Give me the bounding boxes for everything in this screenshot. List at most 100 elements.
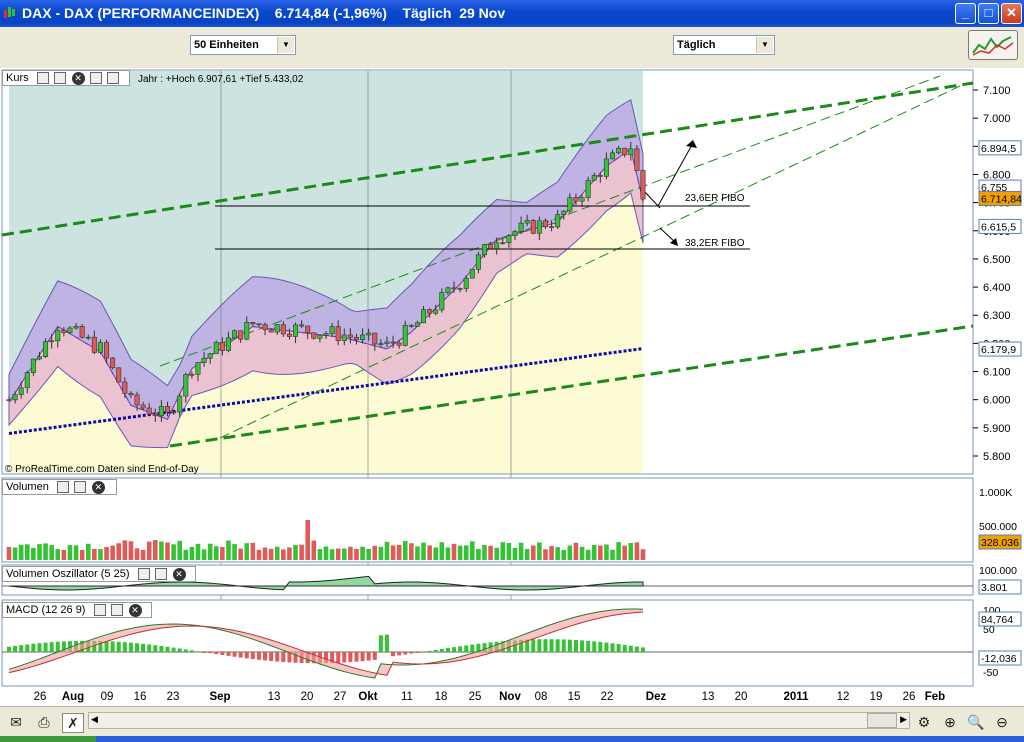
- macd-histogram-bar: [232, 652, 237, 657]
- y-tick-label: 6.300: [983, 310, 1011, 322]
- candle-body: [85, 336, 91, 339]
- zoom-in-icon[interactable]: 🔍: [967, 714, 985, 730]
- macd-histogram-bar: [586, 640, 591, 652]
- price-tag-last: 6.714,84: [981, 193, 1022, 205]
- candle-body: [603, 158, 609, 177]
- period-select[interactable]: Täglich ▼: [673, 35, 775, 55]
- macd-histogram-bar: [177, 648, 182, 652]
- zoom-fit-icon[interactable]: ⊕: [944, 714, 956, 730]
- cross-tool-icon[interactable]: ✗: [62, 713, 84, 733]
- candle-body: [293, 324, 299, 337]
- close-button[interactable]: ✕: [1001, 3, 1022, 24]
- macd-histogram-bar: [159, 645, 164, 652]
- down-arrow-icon[interactable]: [106, 72, 119, 85]
- close-icon[interactable]: ✕: [128, 603, 142, 617]
- volume-bar: [433, 547, 439, 560]
- chart-tools-button[interactable]: [968, 30, 1018, 60]
- volume-bar: [159, 541, 164, 560]
- chart-settings-icon[interactable]: ⚙: [917, 714, 931, 730]
- scroll-left-icon[interactable]: ◀: [91, 714, 98, 724]
- candle-body: [530, 220, 536, 234]
- macd-histogram-bar: [628, 645, 633, 652]
- macd-histogram-bar: [116, 641, 121, 652]
- y-tick-label: 5.900: [983, 423, 1011, 435]
- macd-histogram-bar: [464, 645, 469, 652]
- candle-body: [384, 341, 390, 344]
- price-tag-ma-box: [978, 341, 1022, 357]
- macd-tag-upper: 84,764: [981, 614, 1013, 626]
- start-button[interactable]: [0, 736, 96, 742]
- candle-body: [433, 309, 439, 314]
- scroll-thumb[interactable]: [867, 713, 897, 728]
- candle-body: [451, 287, 457, 290]
- wrench-icon[interactable]: [137, 568, 150, 581]
- candle-body: [628, 148, 634, 156]
- macd-histogram-bar: [421, 651, 426, 653]
- volume-bar: [518, 542, 524, 560]
- macd-panel-header: MACD (12 26 9) ✕: [2, 602, 152, 618]
- volume-bar: [92, 549, 97, 560]
- wrench-icon[interactable]: [56, 481, 69, 494]
- window-title: DAX - DAX (PERFORMANCEINDEX) 6.714,84 (-…: [22, 5, 506, 21]
- x-tick-label: 13: [268, 691, 281, 703]
- candle-body: [256, 323, 262, 326]
- macd-histogram-bar: [531, 639, 536, 652]
- candle-body: [244, 322, 250, 340]
- volume-bar: [372, 545, 378, 560]
- y-tick-label: 6.000: [983, 395, 1011, 407]
- candle-body: [116, 367, 122, 383]
- mail-icon[interactable]: ✉: [10, 714, 22, 730]
- macd-histogram-bar: [195, 651, 200, 653]
- candle-body: [67, 327, 73, 333]
- close-icon[interactable]: ✕: [172, 567, 186, 581]
- volume-bar: [439, 542, 445, 560]
- minimize-button[interactable]: _: [955, 3, 976, 24]
- up-arrow-icon[interactable]: [89, 72, 102, 85]
- macd-histogram-bar: [128, 642, 133, 652]
- print-icon[interactable]: ⎙: [38, 714, 50, 730]
- macd-histogram-bar: [561, 639, 566, 652]
- volume-bar: [79, 549, 85, 560]
- scroll-right-icon[interactable]: ▶: [900, 714, 907, 724]
- window-icon[interactable]: [110, 604, 123, 617]
- x-tick-label: 08: [535, 691, 548, 703]
- volume-bar: [482, 545, 487, 560]
- window-icon[interactable]: [154, 568, 167, 581]
- close-icon[interactable]: ✕: [91, 480, 105, 494]
- candle-body: [274, 324, 280, 333]
- close-icon[interactable]: ✕: [71, 71, 85, 85]
- macd-histogram-bar: [555, 639, 560, 652]
- volume-bar: [354, 548, 359, 560]
- zoom-out-icon[interactable]: ⊖: [996, 714, 1008, 730]
- macd-histogram-bar: [482, 643, 487, 652]
- wrench-icon[interactable]: [36, 72, 49, 85]
- window-icon[interactable]: [53, 72, 66, 85]
- volume-bar: [305, 520, 311, 560]
- candle-body: [512, 231, 518, 236]
- x-tick-label: 20: [735, 691, 748, 703]
- macd-histogram-bar: [342, 652, 347, 663]
- volume-bar: [6, 546, 12, 560]
- volume-bar: [366, 548, 371, 560]
- macd-tick-label: 50: [983, 624, 995, 636]
- y-tick-label: 7.000: [983, 113, 1011, 125]
- fibo-382-label: 38,2ER FIBO: [685, 238, 745, 249]
- title-bar: DAX - DAX (PERFORMANCEINDEX) 6.714,84 (-…: [0, 0, 1024, 27]
- maximize-button[interactable]: □: [978, 3, 999, 24]
- volume-bar: [281, 549, 286, 560]
- wrench-icon[interactable]: [93, 604, 106, 617]
- macd-histogram-bar: [7, 646, 11, 652]
- volume-bar: [494, 547, 499, 560]
- volume-tag-last-box: [978, 534, 1022, 550]
- macd-panel-label: MACD (12 26 9): [6, 604, 86, 616]
- candle-body: [79, 326, 85, 338]
- candle-body: [177, 395, 183, 413]
- window-icon[interactable]: [73, 481, 86, 494]
- candle-body: [475, 254, 481, 270]
- units-select[interactable]: 50 Einheiten ▼: [190, 35, 296, 55]
- candle-body: [195, 362, 201, 375]
- macd-histogram-bar: [263, 652, 268, 661]
- candle-body: [378, 343, 384, 345]
- horizontal-scrollbar[interactable]: ◀ ▶: [88, 712, 910, 729]
- candle-body: [567, 197, 573, 212]
